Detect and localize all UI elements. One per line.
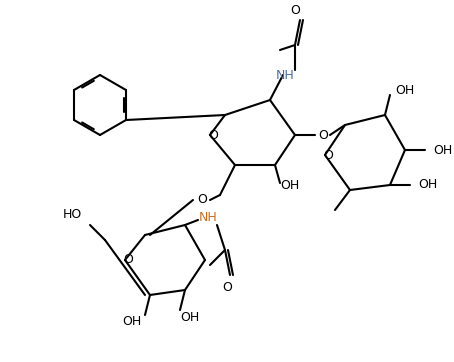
Text: OH: OH — [281, 180, 300, 193]
Text: OH: OH — [418, 178, 438, 191]
Text: O: O — [323, 148, 333, 161]
Text: HO: HO — [62, 209, 82, 222]
Text: O: O — [290, 4, 300, 17]
Text: NH: NH — [198, 211, 217, 224]
Text: O: O — [318, 129, 328, 142]
Text: O: O — [123, 253, 133, 266]
Text: O: O — [208, 129, 218, 142]
Text: OH: OH — [180, 311, 200, 324]
Text: OH: OH — [434, 143, 453, 156]
Text: OH: OH — [395, 84, 415, 97]
Text: O: O — [197, 194, 207, 206]
Text: OH: OH — [123, 316, 142, 328]
Text: O: O — [222, 282, 232, 295]
Text: NH: NH — [276, 68, 294, 81]
